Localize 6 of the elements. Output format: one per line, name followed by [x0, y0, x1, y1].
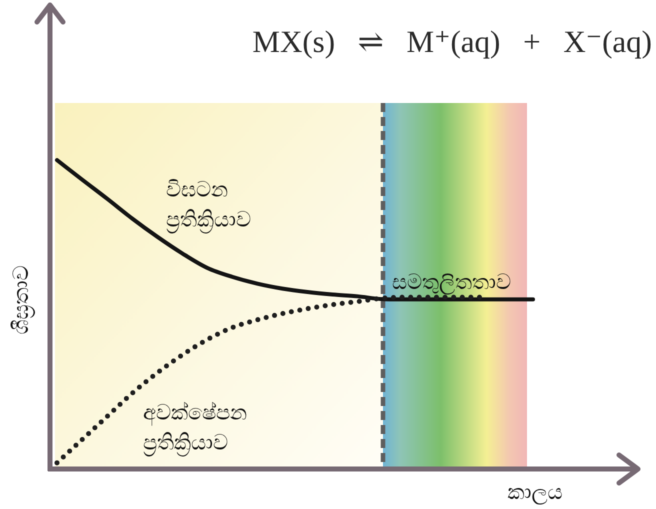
series-name: විඝටන ප්‍රතික්‍රියාව: [166, 178, 252, 232]
chart-title: MX(s) ⇌ M⁺(aq) + X⁻(aq): [252, 24, 652, 59]
series-name: අවක්ෂේපන ප්‍රතික්‍රියාව: [143, 400, 248, 454]
x-axis-title: කාලය: [508, 480, 562, 505]
annotation: සමතුලිතතාව: [392, 270, 511, 294]
y-axis-title: ශීඝ්‍රතාව: [9, 266, 35, 334]
